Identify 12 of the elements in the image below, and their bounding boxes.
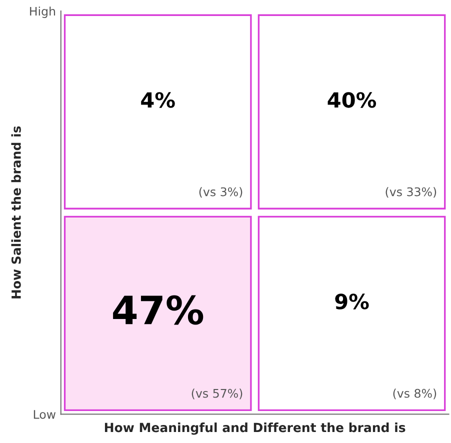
data-label: 9% xyxy=(335,294,369,310)
annotation: (vs 8%) xyxy=(393,388,436,400)
annotation: (vs 3%) xyxy=(199,187,242,198)
annotation: (vs 57%) xyxy=(192,388,242,400)
x-axis-title: How Meaningful and Different the brand is xyxy=(104,422,406,435)
y-axis-title: How Salient the brand is xyxy=(11,126,21,298)
y-tick-label: Low xyxy=(34,410,56,419)
data-label: 47% xyxy=(113,295,204,325)
data-label: 40% xyxy=(328,92,376,108)
data-label: 4% xyxy=(141,92,175,108)
annotation: (vs 33%) xyxy=(386,187,436,198)
y-tick-label: High xyxy=(30,6,56,18)
